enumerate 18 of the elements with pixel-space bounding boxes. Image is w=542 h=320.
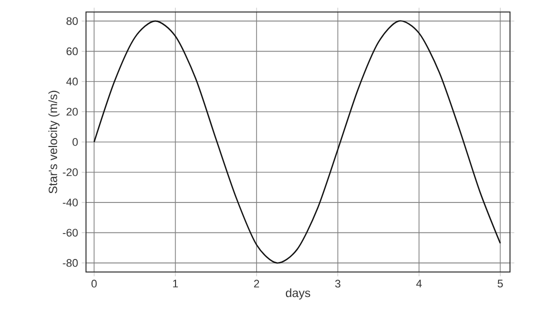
x-tick-label: 5 bbox=[498, 280, 503, 288]
y-tick-label: -40 bbox=[62, 198, 78, 206]
y-tick-label: 80 bbox=[66, 17, 78, 25]
y-tick-label: -20 bbox=[62, 168, 78, 176]
x-tick-label: 2 bbox=[254, 280, 260, 288]
y-axis-title: Star's velocity (m/s) bbox=[48, 90, 60, 194]
x-axis-title: days bbox=[286, 288, 310, 300]
line-series bbox=[93, 20, 501, 264]
y-tick-label: 0 bbox=[72, 138, 78, 146]
x-tick-label: 1 bbox=[173, 280, 178, 288]
y-tick-label: 60 bbox=[66, 47, 78, 56]
y-tick-label: -80 bbox=[62, 259, 78, 267]
x-tick-label: 0 bbox=[91, 280, 97, 288]
y-tick-label: -60 bbox=[62, 228, 78, 237]
x-tick-label: 3 bbox=[335, 280, 340, 288]
y-tick-label: 40 bbox=[66, 78, 78, 86]
x-tick-label: 4 bbox=[416, 280, 422, 288]
y-tick-label: 20 bbox=[66, 108, 78, 116]
